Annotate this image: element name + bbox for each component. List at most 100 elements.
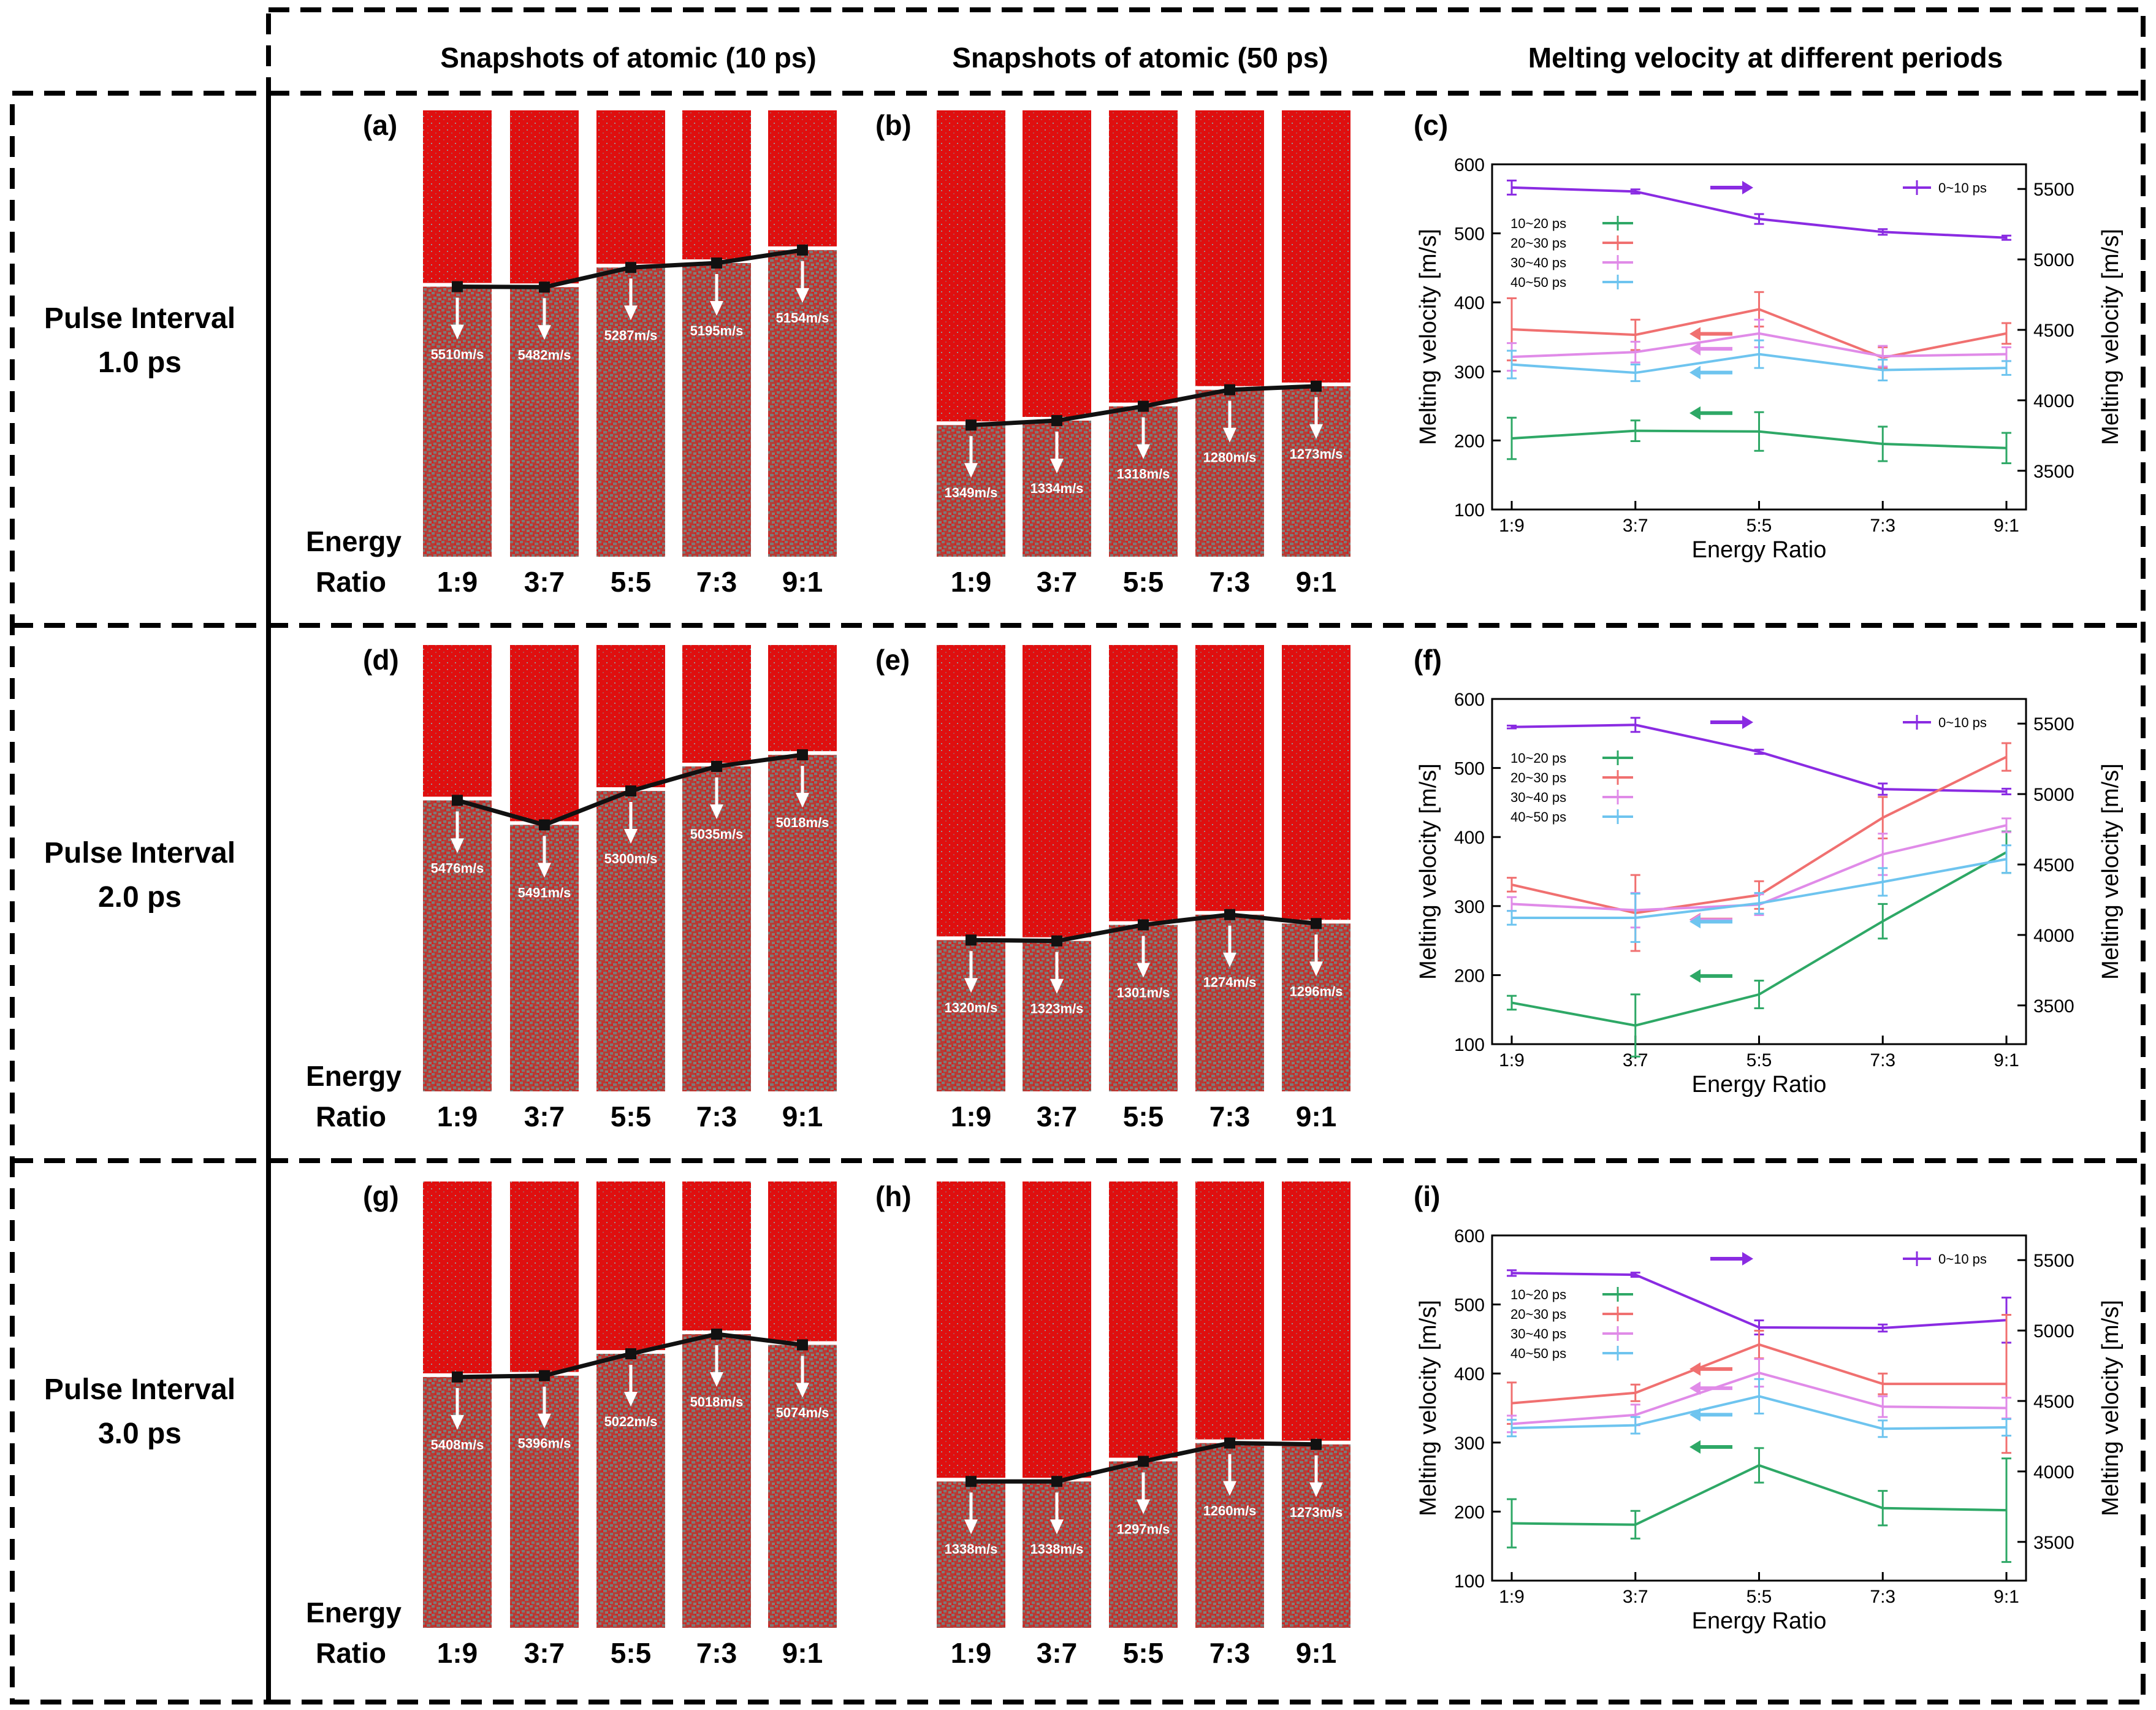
y-tick-label: 100 (1454, 1035, 1485, 1055)
velocity-label: 1323m/s (1030, 1001, 1084, 1017)
velocity-label: 5018m/s (690, 1394, 744, 1410)
outer-frame (266, 7, 2146, 1704)
row-label-interval: 2.0 ps (98, 881, 181, 914)
y2-tick-label: 4500 (2033, 1392, 2074, 1412)
energy-ratio-label: 3:7 (524, 566, 565, 598)
front-marker (625, 262, 636, 273)
front-marker (1051, 935, 1062, 947)
melt-arrow-head (964, 463, 978, 478)
velocity-label: 1334m/s (1030, 481, 1084, 496)
x-tick-label: 3:7 (1623, 516, 1648, 536)
series-group (1507, 742, 2011, 952)
front-marker (1051, 414, 1062, 426)
energy-ratio-label: 5:5 (611, 566, 651, 598)
panel-tag: (e) (875, 644, 910, 676)
panel-tag: (g) (363, 1180, 399, 1212)
arrow-head (1689, 342, 1701, 356)
energy-ratio-label: 3:7 (1037, 1637, 1077, 1669)
front-marker (797, 244, 808, 256)
legend-label: 20~30 ps (1510, 770, 1566, 785)
panel-tag: (a) (363, 109, 397, 141)
solid-region (1023, 645, 1091, 941)
front-marker (1224, 909, 1235, 920)
snapshot-panel-p10: (a) 5510m/s 5482m/s 5287m/s 5195m/s 5154m/s 1:… (306, 109, 837, 598)
x-tick-label: 5:5 (1747, 516, 1772, 536)
snapshot-panel-p50: (e) 1320m/s 1323m/s 1301m/s 1274m/s 1296m/s 1:… (875, 644, 1350, 1132)
melt-arrow-head (964, 978, 978, 993)
legend-label: 10~20 ps (1510, 750, 1566, 766)
y-tick-label: 400 (1454, 1364, 1485, 1384)
y2-tick-label: 5500 (2033, 1251, 2074, 1271)
y-axis-title: Melting velocity [m/s] (1415, 1300, 1441, 1516)
energy-ratio-label: 1:9 (437, 1637, 478, 1669)
energy-ratio-label: 5:5 (1123, 566, 1164, 598)
front-marker (1224, 1437, 1235, 1449)
y-axis-title: Melting velocity [m/s] (1415, 763, 1441, 980)
x-tick-label: 3:7 (1623, 1587, 1648, 1607)
velocity-label: 1338m/s (1030, 1541, 1084, 1557)
energy-label: Energy (306, 525, 402, 557)
arrow-head (1689, 327, 1701, 341)
legend-label: 20~30 ps (1510, 235, 1566, 251)
melt-arrow-head (1223, 427, 1236, 443)
velocity-label: 1296m/s (1290, 983, 1343, 999)
solid-region (1195, 645, 1264, 915)
solid-region (423, 1181, 492, 1377)
solid-region (1023, 1181, 1091, 1482)
front-marker (452, 795, 463, 806)
velocity-label: 5396m/s (518, 1436, 571, 1451)
energy-ratio-label: 1:9 (951, 566, 991, 598)
y2-axis-title: Melting velocity [m/s] (2098, 229, 2124, 445)
arrow-head (1742, 181, 1753, 194)
solid-region (768, 1181, 837, 1345)
velocity-label: 1318m/s (1117, 467, 1170, 482)
front-marker (539, 281, 550, 293)
front-marker (1224, 384, 1235, 395)
front-marker (1051, 1476, 1062, 1487)
y2-tick-label: 3500 (2033, 462, 2074, 482)
x-tick-label: 9:1 (1994, 1050, 2019, 1071)
front-marker (711, 1328, 722, 1340)
series-group (1507, 179, 2011, 241)
velocity-label: 5154m/s (776, 310, 829, 326)
snapshot-panel-p10: (d) 5476m/s 5491m/s 5300m/s 5035m/s 5018m/s 1:… (306, 644, 837, 1132)
velocity-charts: (c) 100 200 300 400 500 600 3500 4000 4500 5000 550… (1414, 109, 2124, 1634)
front-marker (711, 761, 722, 773)
energy-ratio-label: 1:9 (437, 566, 478, 598)
melt-arrow-head (1137, 963, 1150, 978)
ratio-label: Ratio (316, 566, 386, 598)
energy-ratio-label: 9:1 (1296, 1637, 1336, 1669)
velocity-label: 5510m/s (431, 347, 484, 362)
melt-arrow-head (1309, 424, 1323, 439)
energy-ratio-label: 9:1 (782, 566, 823, 598)
arrow-head (1689, 365, 1701, 380)
melt-arrow-head (451, 838, 464, 853)
velocity-label: 1280m/s (1203, 450, 1257, 465)
legend-label: 10~20 ps (1510, 216, 1566, 231)
solid-region (768, 110, 837, 250)
front-marker (452, 1371, 463, 1383)
y2-tick-label: 4500 (2033, 855, 2074, 876)
panel-tag: (d) (363, 644, 399, 676)
legend-label: 40~50 ps (1510, 1346, 1566, 1361)
melt-arrow-head (624, 1392, 638, 1407)
solid-region (1195, 110, 1264, 390)
energy-ratio-label: 9:1 (1296, 566, 1336, 598)
y-tick-label: 600 (1454, 155, 1485, 175)
melt-arrow-head (796, 793, 809, 808)
chart-tag: (i) (1414, 1180, 1440, 1212)
front-marker (1138, 919, 1149, 931)
chart-tag: (f) (1414, 644, 1442, 676)
energy-label: Energy (306, 1597, 402, 1628)
x-tick-label: 5:5 (1747, 1587, 1772, 1607)
chart-tag: (c) (1414, 109, 1448, 141)
y-tick-label: 200 (1454, 1502, 1485, 1522)
solid-region (596, 110, 665, 268)
y-tick-label: 500 (1454, 224, 1485, 245)
snapshot-panels: (a) 5510m/s 5482m/s 5287m/s 5195m/s 5154m/s 1:… (306, 109, 1350, 1669)
melt-arrow-head (1050, 979, 1064, 994)
arrow-head (1689, 969, 1701, 983)
x-tick-label: 1:9 (1499, 1587, 1525, 1607)
y2-tick-label: 5000 (2033, 785, 2074, 805)
front-marker (539, 1370, 550, 1381)
